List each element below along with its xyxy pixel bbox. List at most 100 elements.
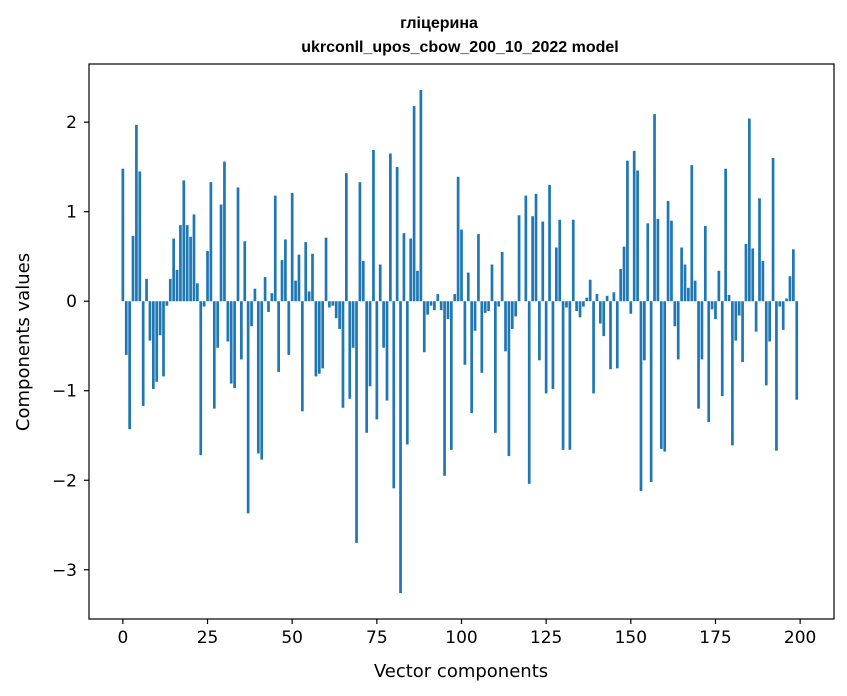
bar-38 <box>250 301 253 327</box>
bar-105 <box>477 234 480 302</box>
bar-139 <box>592 301 595 394</box>
bar-163 <box>673 301 677 327</box>
bar-41 <box>260 301 264 460</box>
bar-49 <box>287 301 291 355</box>
bar-74 <box>372 149 375 302</box>
bar-136 <box>582 301 585 307</box>
bar-178 <box>724 168 727 302</box>
bar-119 <box>524 195 528 302</box>
bar-8 <box>148 301 152 341</box>
x-tick-label-200: 200 <box>784 628 816 648</box>
bar-88 <box>419 89 423 302</box>
bar-151 <box>632 150 636 302</box>
bar-108 <box>487 301 490 312</box>
x-tick-label-100: 100 <box>445 628 477 648</box>
bar-190 <box>764 301 768 386</box>
bar-113 <box>504 301 507 352</box>
bar-185 <box>747 118 751 302</box>
bar-104 <box>473 301 477 331</box>
bar-46 <box>277 301 280 372</box>
bar-131 <box>565 301 568 308</box>
bar-144 <box>609 301 612 370</box>
bar-183 <box>741 301 744 363</box>
bar-63 <box>334 301 338 319</box>
bar-85 <box>409 238 413 302</box>
bar-3 <box>131 235 135 302</box>
bar-106 <box>480 301 484 373</box>
bar-116 <box>514 301 518 317</box>
bar-58 <box>317 301 321 374</box>
bar-189 <box>761 260 765 302</box>
bar-5 <box>138 171 142 302</box>
bar-150 <box>629 301 633 314</box>
bar-157 <box>653 114 656 302</box>
bar-31 <box>226 301 230 342</box>
bar-53 <box>300 301 304 412</box>
bar-17 <box>179 225 182 302</box>
bar-24 <box>202 301 206 307</box>
bar-55 <box>307 291 311 302</box>
bar-22 <box>196 283 199 302</box>
bar-14 <box>168 278 172 302</box>
bar-57 <box>314 301 318 377</box>
bar-42 <box>263 277 267 302</box>
chart-subtitle: ukrconll_upos_cbow_200_10_2022 model <box>301 39 618 56</box>
bar-122 <box>534 193 538 302</box>
bar-69 <box>355 301 358 543</box>
bar-48 <box>284 239 287 302</box>
bar-172 <box>703 226 707 302</box>
bar-186 <box>751 248 755 302</box>
bar-143 <box>605 295 609 302</box>
bar-12 <box>162 301 165 377</box>
bar-84 <box>405 301 409 445</box>
bar-103 <box>470 301 474 414</box>
bar-16 <box>175 269 179 302</box>
bar-193 <box>775 301 778 451</box>
bar-187 <box>754 301 758 332</box>
bar-199 <box>795 301 799 400</box>
bar-29 <box>219 204 223 302</box>
bar-34 <box>236 187 240 302</box>
bar-198 <box>792 249 795 302</box>
bar-179 <box>727 294 731 302</box>
bar-47 <box>280 260 284 302</box>
bar-112 <box>500 251 504 302</box>
y-axis-label: Components values <box>13 253 34 431</box>
bar-54 <box>304 242 308 302</box>
y-tick-label--3: −3 <box>52 561 77 581</box>
bar-36 <box>243 241 247 302</box>
bar-124 <box>541 221 545 302</box>
bar-87 <box>416 270 419 302</box>
bar-73 <box>368 301 372 387</box>
bar-100 <box>460 229 463 302</box>
chart-title: гліцерина <box>400 15 478 32</box>
bar-71 <box>361 260 365 302</box>
bar-129 <box>558 219 562 302</box>
bar-175 <box>714 301 717 320</box>
bar-174 <box>710 301 714 310</box>
y-tick-label-0: 0 <box>66 292 77 312</box>
bar-141 <box>598 301 602 324</box>
bar-30 <box>223 161 226 302</box>
bar-169 <box>693 280 697 302</box>
bar-27 <box>212 301 216 409</box>
bar-168 <box>690 165 694 302</box>
bar-191 <box>768 301 772 342</box>
bar-96 <box>446 301 450 320</box>
bar-137 <box>585 297 589 302</box>
bar-130 <box>561 301 565 450</box>
bar-59 <box>321 301 325 369</box>
bar-18 <box>182 180 186 302</box>
bar-0 <box>121 168 125 302</box>
bar-56 <box>311 253 314 302</box>
bar-101 <box>463 301 467 365</box>
bar-145 <box>612 292 616 302</box>
bar-192 <box>771 157 775 302</box>
y-axis-ticks: −3 −2 −1 0 1 2 <box>52 113 89 581</box>
bar-4 <box>135 124 138 302</box>
bar-102 <box>466 272 470 302</box>
bar-35 <box>240 301 243 360</box>
bar-181 <box>734 301 738 341</box>
bar-78 <box>385 301 389 401</box>
bar-140 <box>595 294 599 302</box>
